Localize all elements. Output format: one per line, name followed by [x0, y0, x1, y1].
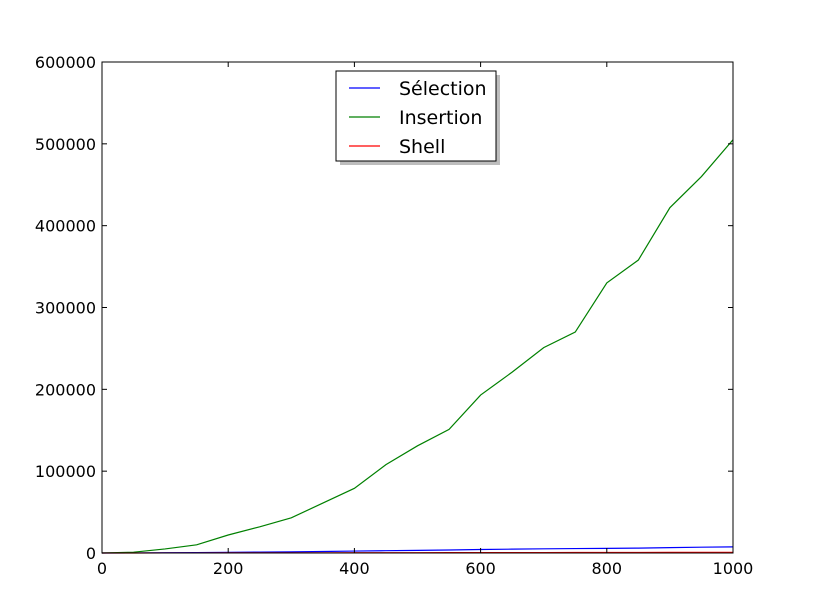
y-tick-label: 500000 [35, 135, 96, 154]
series-line-1 [101, 139, 734, 554]
x-tick-label: 400 [339, 559, 370, 578]
y-tick-label: 400000 [35, 217, 96, 236]
x-tick-label: 800 [592, 559, 623, 578]
y-tick-label: 600000 [35, 53, 96, 72]
x-tick-label: 0 [97, 559, 107, 578]
legend-label-0: Sélection [399, 78, 487, 100]
legend: Sélection Insertion Shell [335, 70, 500, 165]
y-tick-label: 100000 [35, 462, 96, 481]
y-tick-label: 0 [86, 544, 96, 563]
x-tick-label: 1000 [713, 559, 754, 578]
y-tick-label: 300000 [35, 299, 96, 318]
axis-ticks: 0 200 400 600 800 1000 0 100000 200000 300000 4000… [35, 53, 753, 578]
y-tick-label: 200000 [35, 380, 96, 399]
legend-label-1: Insertion [399, 107, 482, 129]
legend-label-2: Shell [399, 136, 445, 158]
x-tick-label: 600 [465, 559, 496, 578]
x-tick-label: 200 [213, 559, 244, 578]
